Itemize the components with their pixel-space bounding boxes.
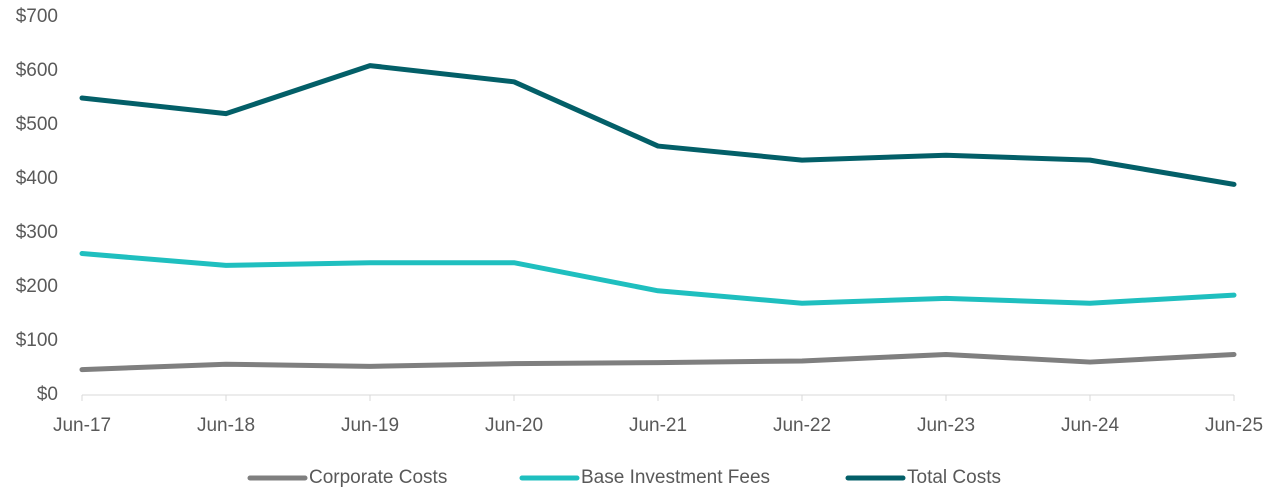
- x-tick-label: Jun-18: [197, 415, 255, 436]
- x-tick-label: Jun-17: [53, 415, 111, 436]
- y-tick-label: $500: [16, 114, 58, 135]
- y-tick-label: $700: [16, 6, 58, 27]
- legend-label: Corporate Costs: [309, 467, 447, 488]
- x-tick-label: Jun-24: [1061, 415, 1120, 436]
- y-tick-label: $600: [16, 60, 58, 81]
- legend-label: Total Costs: [907, 467, 1001, 488]
- x-tick-label: Jun-22: [773, 415, 831, 436]
- series-line: [79, 251, 1237, 306]
- x-tick-label: Jun-23: [917, 415, 975, 436]
- y-tick-label: $100: [16, 330, 58, 351]
- y-tick-label: $400: [16, 168, 58, 189]
- x-tick-label: Jun-21: [629, 415, 687, 436]
- series-line: [79, 63, 1237, 187]
- x-tick-label: Jun-19: [341, 415, 399, 436]
- legend-label: Base Investment Fees: [581, 467, 770, 488]
- x-tick-label: Jun-25: [1205, 415, 1263, 436]
- y-tick-label: $0: [37, 384, 58, 405]
- y-tick-label: $300: [16, 222, 58, 243]
- series-line: [79, 352, 1237, 373]
- x-tick-label: Jun-20: [485, 415, 543, 436]
- y-tick-label: $200: [16, 276, 58, 297]
